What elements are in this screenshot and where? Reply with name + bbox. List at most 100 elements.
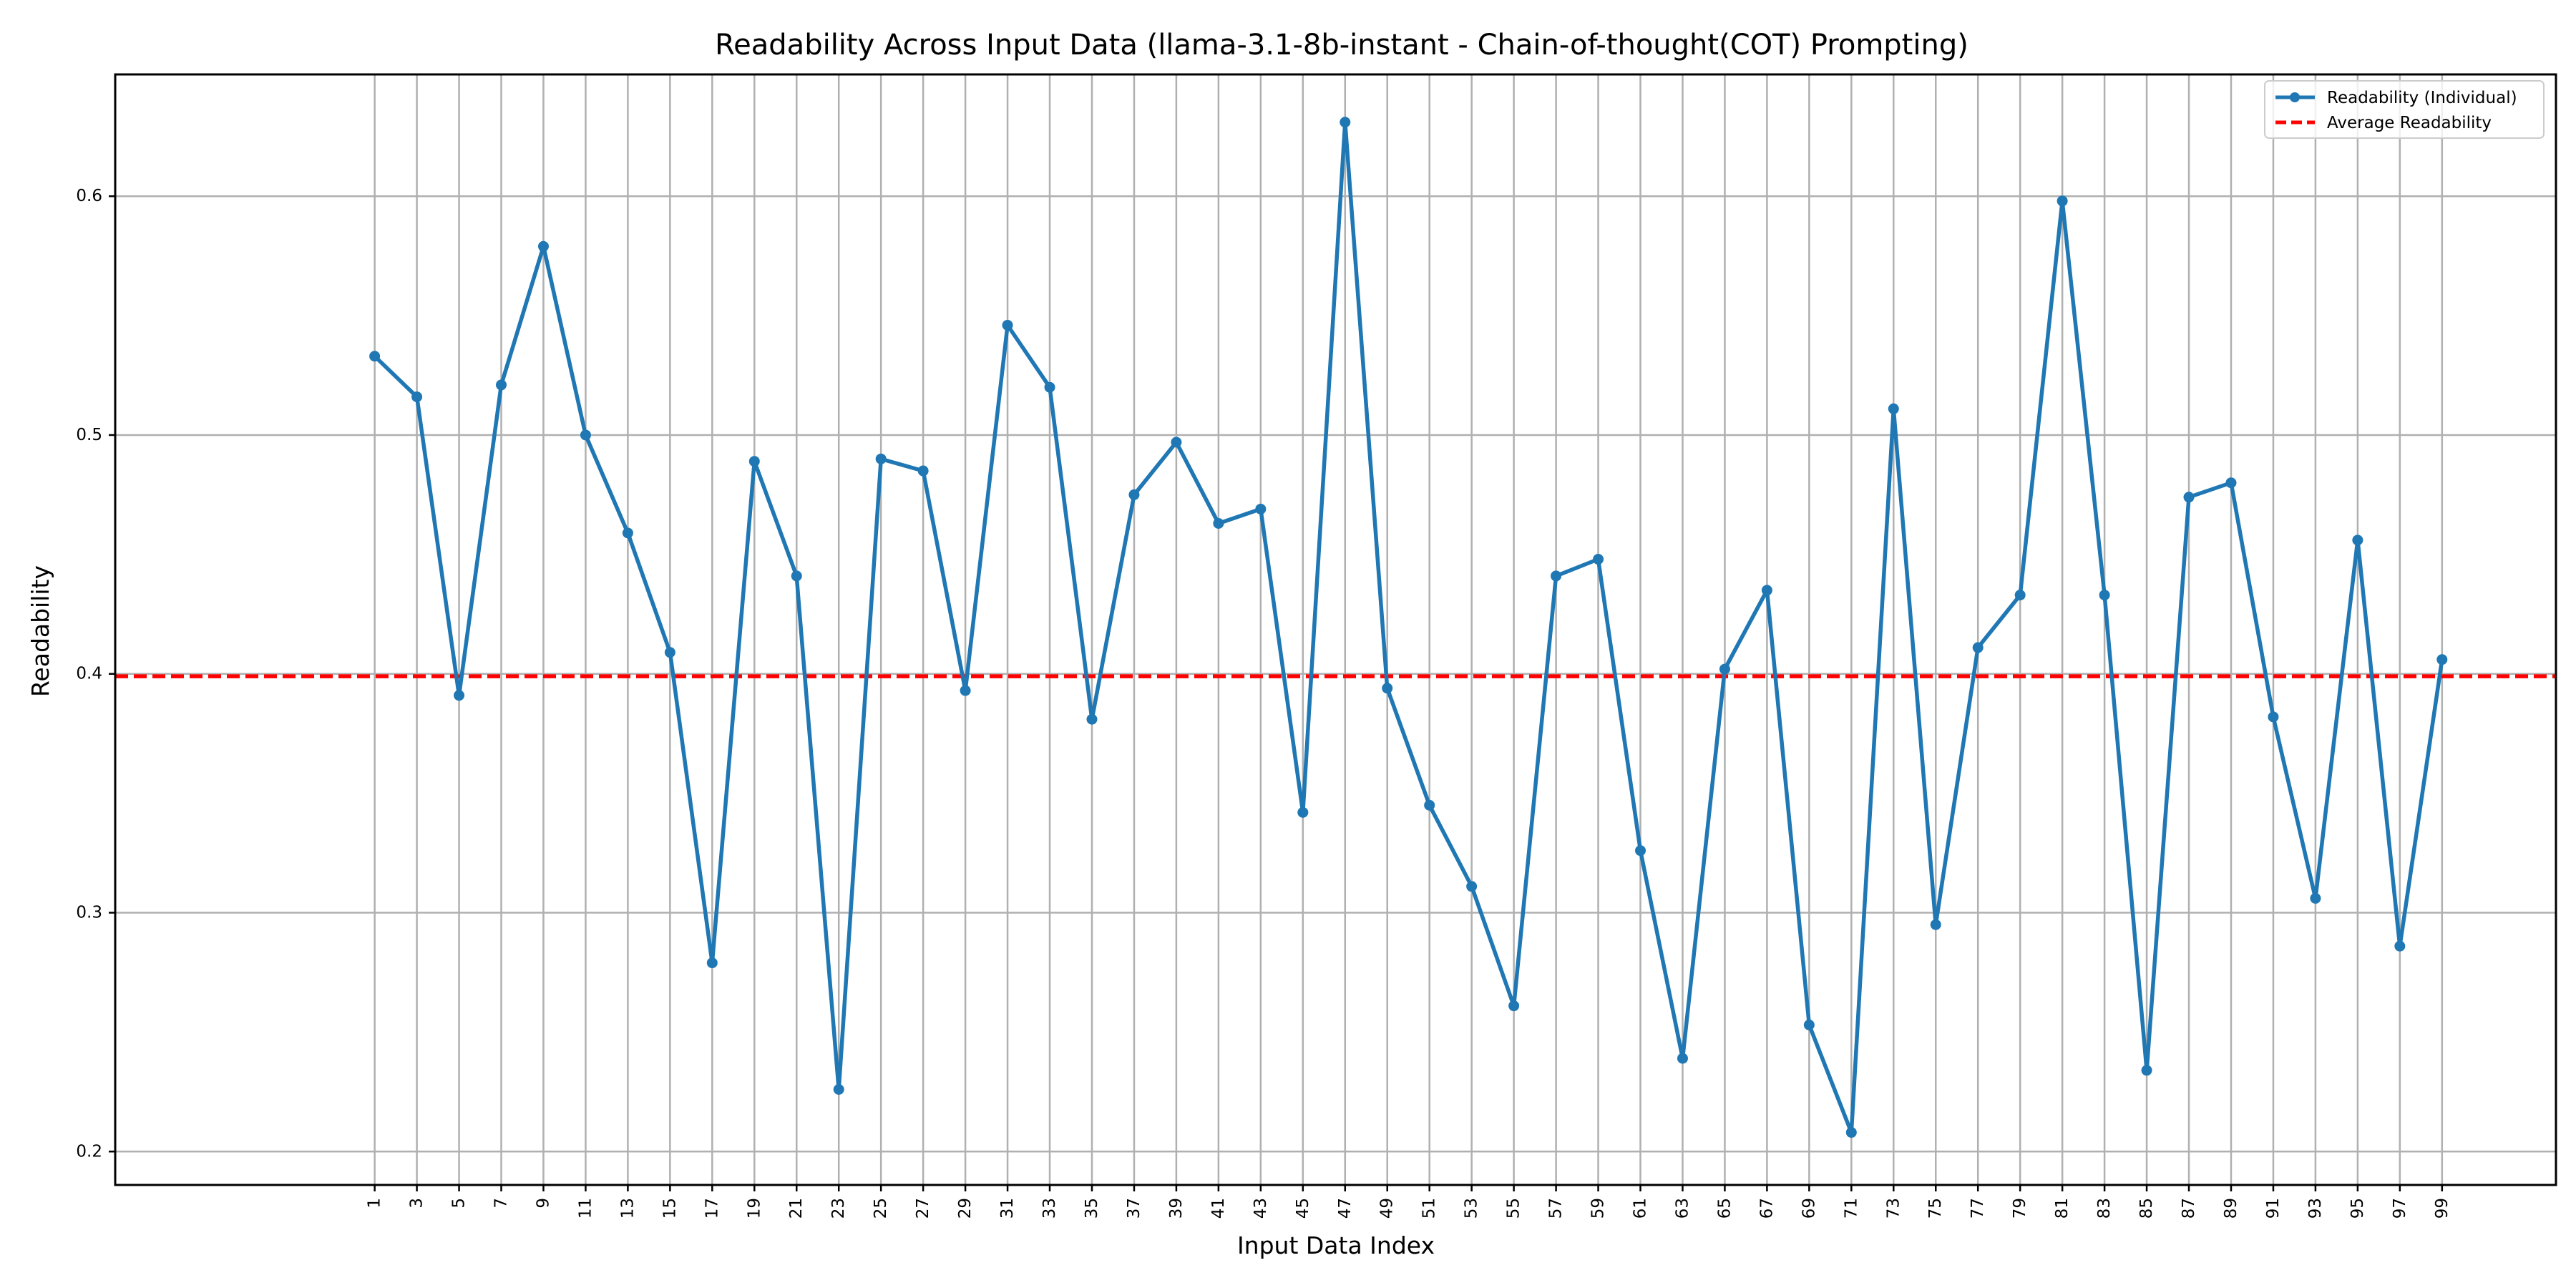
x-tick-label: 9 <box>534 1198 552 1209</box>
readability-point <box>1424 799 1435 811</box>
x-tick-label: 99 <box>2433 1198 2451 1219</box>
y-tick-label: 0.5 <box>76 426 102 444</box>
readability-point <box>496 379 507 391</box>
chart-title: Readability Across Input Data (llama-3.1… <box>715 29 1968 62</box>
x-tick-label: 91 <box>2264 1198 2283 1219</box>
x-tick-label: 35 <box>1083 1198 1101 1219</box>
readability-point <box>369 351 381 362</box>
x-tick-label: 23 <box>829 1198 848 1219</box>
x-tick-label: 67 <box>1757 1198 1776 1219</box>
readability-point <box>1551 570 1562 582</box>
readability-point <box>1044 381 1055 393</box>
readability-point <box>2310 892 2321 904</box>
readability-point <box>2225 477 2237 489</box>
x-tick-label: 53 <box>1463 1198 1481 1219</box>
readability-point <box>2057 195 2068 207</box>
x-tick-label: 17 <box>703 1198 721 1219</box>
x-tick-label: 77 <box>1968 1198 1987 1219</box>
readability-point <box>2141 1065 2152 1076</box>
readability-point <box>791 570 802 582</box>
x-tick-label: 3 <box>408 1198 426 1209</box>
x-tick-label: 75 <box>1926 1198 1945 1219</box>
x-tick-label: 73 <box>1884 1198 1903 1219</box>
readability-point <box>1845 1127 1857 1138</box>
x-tick-label: 81 <box>2053 1198 2072 1219</box>
readability-point <box>1297 806 1309 818</box>
readability-point <box>2014 590 2026 601</box>
readability-point <box>411 391 423 403</box>
readability-point <box>960 685 971 696</box>
x-tick-label: 63 <box>1673 1198 1692 1219</box>
x-tick-label: 13 <box>618 1198 637 1219</box>
x-tick-label: 33 <box>1040 1198 1059 1219</box>
x-tick-label: 45 <box>1294 1198 1312 1219</box>
readability-point <box>1972 642 1984 653</box>
x-tick-label: 25 <box>872 1198 890 1219</box>
x-tick-label: 39 <box>1167 1198 1186 1219</box>
x-tick-label: 83 <box>2095 1198 2114 1219</box>
x-tick-label: 37 <box>1125 1198 1143 1219</box>
readability-individual-line <box>373 120 2444 1135</box>
y-tick-label: 0.6 <box>76 187 102 205</box>
legend-label-average: Average Readability <box>2327 114 2492 132</box>
x-tick-label: 19 <box>745 1198 763 1219</box>
x-tick-label: 29 <box>956 1198 975 1219</box>
plot-area-frame <box>114 73 2557 1186</box>
x-tick-label: 95 <box>2348 1198 2367 1219</box>
x-tick-label: 11 <box>576 1198 595 1219</box>
readability-point <box>917 465 929 477</box>
x-tick-label: 65 <box>1715 1198 1734 1219</box>
readability-point <box>1677 1053 1688 1064</box>
grid-lines <box>115 74 2556 1185</box>
y-tick-label: 0.4 <box>76 665 102 683</box>
x-tick-label: 61 <box>1631 1198 1650 1219</box>
readability-point <box>1340 117 1351 128</box>
y-axis-label: Readability <box>26 565 54 697</box>
x-tick-label: 5 <box>450 1198 469 1209</box>
y-tick-label: 0.3 <box>76 904 102 922</box>
readability-point <box>2099 590 2110 601</box>
readability-point <box>537 240 549 252</box>
x-tick-label: 55 <box>1505 1198 1523 1219</box>
x-tick-label: 21 <box>787 1198 806 1219</box>
y-tick-label: 0.2 <box>76 1142 102 1161</box>
readability-point <box>664 647 675 658</box>
readability-point <box>833 1083 844 1095</box>
readability-point <box>1213 517 1224 529</box>
readability-point <box>706 957 718 969</box>
x-tick-label: 79 <box>2011 1198 2029 1219</box>
readability-point <box>1128 489 1140 500</box>
x-tick-label: 49 <box>1378 1198 1397 1219</box>
x-tick-label: 7 <box>492 1198 511 1209</box>
x-tick-label: 51 <box>1420 1198 1439 1219</box>
x-axis-label: Input Data Index <box>1237 1231 1435 1259</box>
x-tick-label: 27 <box>914 1198 932 1219</box>
readability-point <box>1382 683 1393 694</box>
x-tick-label: 41 <box>1209 1198 1228 1219</box>
legend-box <box>2264 80 2545 139</box>
readability-point <box>622 527 633 539</box>
x-tick-label: 31 <box>998 1198 1017 1219</box>
x-tick-label: 71 <box>1842 1198 1860 1219</box>
x-tick-label: 87 <box>2180 1198 2198 1219</box>
x-tick-label: 69 <box>1800 1198 1818 1219</box>
y-axis-ticks: 0.2 0.3 0.4 0.5 0.6 <box>76 187 115 1161</box>
x-tick-label: 97 <box>2391 1198 2409 1219</box>
readability-point <box>2268 711 2279 723</box>
readability-point <box>1888 403 1899 414</box>
x-tick-label: 43 <box>1252 1198 1270 1219</box>
readability-point <box>2183 492 2195 503</box>
readability-point <box>1086 713 1098 725</box>
readability-point <box>454 690 465 701</box>
readability-point <box>1002 319 1013 331</box>
readability-point <box>875 453 887 464</box>
readability-point <box>2352 535 2363 546</box>
x-tick-label: 93 <box>2306 1198 2325 1219</box>
x-tick-label: 1 <box>366 1198 384 1209</box>
readability-point <box>580 429 591 441</box>
legend-label-individual: Readability (Individual) <box>2327 89 2517 107</box>
readability-point <box>1635 845 1646 857</box>
series-layer <box>369 117 2448 1138</box>
x-tick-label: 15 <box>660 1198 679 1219</box>
